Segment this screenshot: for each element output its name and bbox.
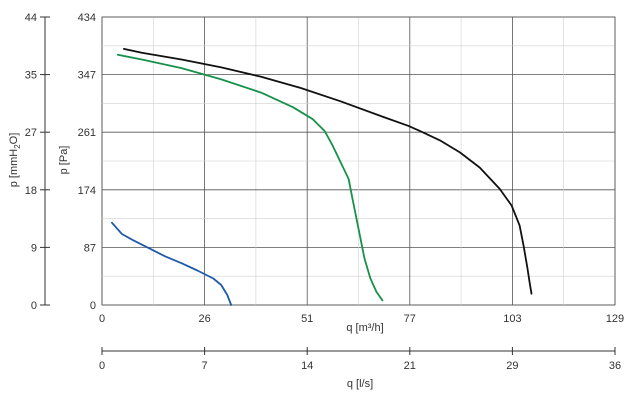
y-axis-pa-label: p [Pa] [58, 146, 70, 175]
x-tick-label-ls: 21 [404, 360, 416, 372]
x-tick-label-ls: 14 [301, 360, 313, 372]
y-tick-label-mmh2o: 44 [25, 12, 37, 24]
y-axis-mmh2o-label-main: p [mmH [8, 149, 20, 188]
x-tick-label-m3h: 129 [606, 313, 624, 325]
x-tick-label-m3h: 0 [99, 313, 105, 325]
y-tick-label-pa: 0 [90, 300, 96, 312]
x-tick-label-ls: 29 [506, 360, 518, 372]
series-line-1 [123, 48, 533, 295]
y-tick-label-mmh2o: 27 [25, 127, 37, 139]
y-axis-mmh2o-label: p [mmH2O] [8, 133, 22, 188]
x-tick-label-m3h: 103 [503, 313, 521, 325]
y-axis-mmh2o-label-sub: 2 [13, 144, 22, 149]
y-tick-label-pa: 87 [84, 242, 96, 254]
x-tick-label-m3h: 51 [301, 313, 313, 325]
series-line-2 [117, 53, 384, 302]
y-tick-label-pa: 434 [78, 12, 96, 24]
x-axis-ls-label: q [l/s] [347, 378, 373, 390]
y-tick-label-pa: 347 [78, 70, 96, 82]
series-line-3 [111, 221, 233, 306]
x-axis-m3h-label: q [m³/h] [346, 322, 383, 334]
y-tick-label-pa: 174 [78, 185, 96, 197]
x-tick-label-ls: 36 [609, 360, 621, 372]
x-tick-label-ls: 7 [202, 360, 208, 372]
curves [111, 48, 533, 306]
y-tick-label-mmh2o: 35 [25, 70, 37, 82]
axes: 0 26 51 77 103 129 0 87 174 261 347 434 0 9 18 27 35 44 0 7… [25, 12, 624, 372]
y-tick-label-mmh2o: 18 [25, 185, 37, 197]
y-tick-label-mmh2o: 0 [31, 300, 37, 312]
y-tick-label-pa: 261 [78, 127, 96, 139]
y-axis-mmh2o-label-end: O] [8, 133, 20, 145]
x-tick-label-m3h: 26 [198, 313, 210, 325]
x-tick-label-m3h: 77 [404, 313, 416, 325]
x-tick-label-ls: 0 [99, 360, 105, 372]
y-tick-label-mmh2o: 9 [31, 242, 37, 254]
